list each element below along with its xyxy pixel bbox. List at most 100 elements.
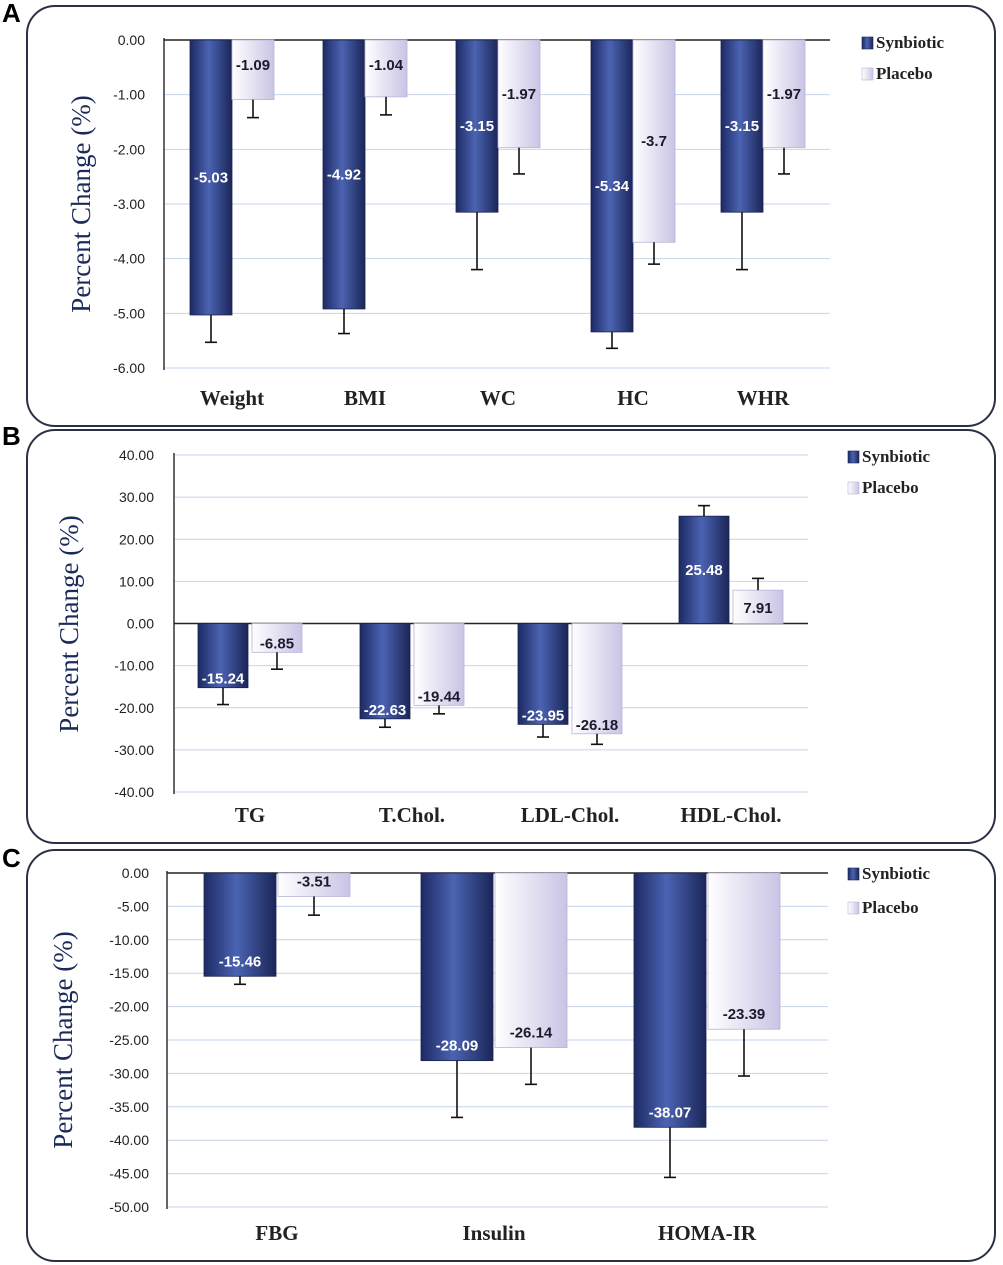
p3-y-tick-label: -25.00 [109,1032,149,1048]
p2-synbiotic-value-label: -22.63 [364,702,407,719]
p3-y-tick-label: -30.00 [109,1065,149,1081]
p1-placebo-value-label: -1.04 [369,57,404,74]
p1-synbiotic-value-label: -3.15 [460,118,494,135]
p1-category-label: Weight [200,386,264,410]
p1-placebo-bar [762,39,806,149]
p2-placebo-value-label: -6.85 [260,635,294,652]
p3-y-tick-label: -5.00 [117,898,149,914]
p2-placebo-value-label: 7.91 [743,600,772,617]
p1-y-tick-label: -2.00 [113,141,145,157]
p3-synbiotic-value-label: -28.09 [436,1038,479,1055]
p2-placebo-bar [732,589,784,624]
p3-category-label: Insulin [462,1221,525,1245]
p2-y-tick-label: -10.00 [114,658,154,674]
p1-legend-placebo-label: Placebo [876,64,933,83]
p2-y-tick-label: 40.00 [119,447,154,463]
p1-synbiotic-bar [189,39,233,316]
p2-category-label: LDL-Chol. [521,803,620,827]
p3-y-tick-label: -35.00 [109,1099,149,1115]
p3-synbiotic-bar [203,872,277,977]
p1-placebo-value-label: -1.97 [767,86,801,103]
p3-legend-placebo-label: Placebo [862,898,919,917]
p1-category-label: WC [480,386,516,410]
p3-category-label: HOMA-IR [658,1221,757,1245]
p1-synbiotic-bar [590,39,634,333]
p2-synbiotic-value-label: -15.24 [202,671,245,688]
p2-placebo-bar [413,623,465,706]
p1-y-tick-label: -3.00 [113,196,145,212]
p3-y-tick-label: -10.00 [109,932,149,948]
p3-placebo-value-label: -3.51 [297,873,331,890]
p1-placebo-bar [632,39,676,243]
p1-synbiotic-value-label: -5.03 [194,169,228,186]
p3-placebo-bar [494,872,568,1049]
p2-placebo-bar [251,623,303,653]
p1-y-tick-label: -1.00 [113,87,145,103]
p1-legend-placebo-swatch [861,67,874,81]
panel-letter-b: B [2,421,21,451]
p2-panel-frame [26,429,996,844]
p1-synbiotic-value-label: -4.92 [327,166,361,183]
p3-y-tick-label: 0.00 [122,865,149,881]
p3-y-tick-label: -50.00 [109,1199,149,1215]
p1-category-label: WHR [737,386,790,410]
p2-category-label: T.Chol. [379,803,445,827]
p3-y-tick-label: -45.00 [109,1166,149,1182]
p1-placebo-bar [497,39,541,149]
p3-legend-synbiotic-label: Synbiotic [862,864,930,883]
p3-placebo-value-label: -26.14 [510,1025,553,1042]
p3-y-tick-label: -40.00 [109,1132,149,1148]
p2-category-label: HDL-Chol. [681,803,782,827]
p1-synbiotic-value-label: -3.15 [725,118,759,135]
p1-placebo-bar [364,39,408,98]
p2-synbiotic-value-label: -23.95 [522,707,565,724]
p1-y-tick-label: -5.00 [113,305,145,321]
p2-y-tick-label: -20.00 [114,700,154,716]
p3-panel-frame [26,849,996,1262]
p1-legend-synbiotic-label: Synbiotic [876,33,944,52]
p2-synbiotic-value-label: 25.48 [685,562,723,579]
p1-placebo-bar [231,39,275,100]
p1-synbiotic-bar [322,39,366,310]
p3-synbiotic-bar [633,872,707,1128]
p2-synbiotic-bar [197,623,249,689]
p2-y-tick-label: 10.00 [119,573,154,589]
p2-synbiotic-bar [517,623,569,725]
p3-legend-synbiotic-swatch [847,867,860,881]
p3-placebo-value-label: -23.39 [723,1006,766,1023]
p1-placebo-value-label: -1.09 [236,57,270,74]
p1-panel-frame [26,5,996,427]
p2-placebo-value-label: -26.18 [576,717,619,734]
p1-placebo-value-label: -1.97 [502,86,536,103]
p2-category-label: TG [235,803,265,827]
p2-y-tick-label: -30.00 [114,742,154,758]
p2-synbiotic-bar [359,623,411,720]
p2-y-tick-label: 20.00 [119,531,154,547]
p2-placebo-bar [571,623,623,735]
p1-placebo-value-label: -3.7 [641,133,667,150]
p2-y-axis-title: Percent Change (%) [54,515,84,732]
p3-legend-placebo-swatch [847,901,860,915]
p1-y-axis-title: Percent Change (%) [66,95,96,312]
panel-letter-c: C [2,843,21,873]
p2-legend-placebo-swatch [847,481,860,495]
panel-letter-a: A [2,0,21,28]
p3-synbiotic-value-label: -15.46 [219,953,262,970]
p2-y-tick-label: -40.00 [114,784,154,800]
p3-y-tick-label: -15.00 [109,965,149,981]
p2-legend-placebo-label: Placebo [862,478,919,497]
p3-synbiotic-value-label: -38.07 [649,1104,692,1121]
p3-category-label: FBG [255,1221,298,1245]
p1-y-tick-label: -6.00 [113,360,145,376]
p3-y-tick-label: -20.00 [109,999,149,1015]
p1-y-tick-label: 0.00 [118,32,145,48]
p1-y-tick-label: -4.00 [113,251,145,267]
p1-category-label: HC [617,386,649,410]
p3-synbiotic-bar [420,872,494,1062]
p2-y-tick-label: 0.00 [127,616,154,632]
p1-category-label: BMI [344,386,386,410]
p1-legend-synbiotic-swatch [861,36,874,50]
p2-legend-synbiotic-label: Synbiotic [862,447,930,466]
p2-synbiotic-bar [678,515,730,624]
